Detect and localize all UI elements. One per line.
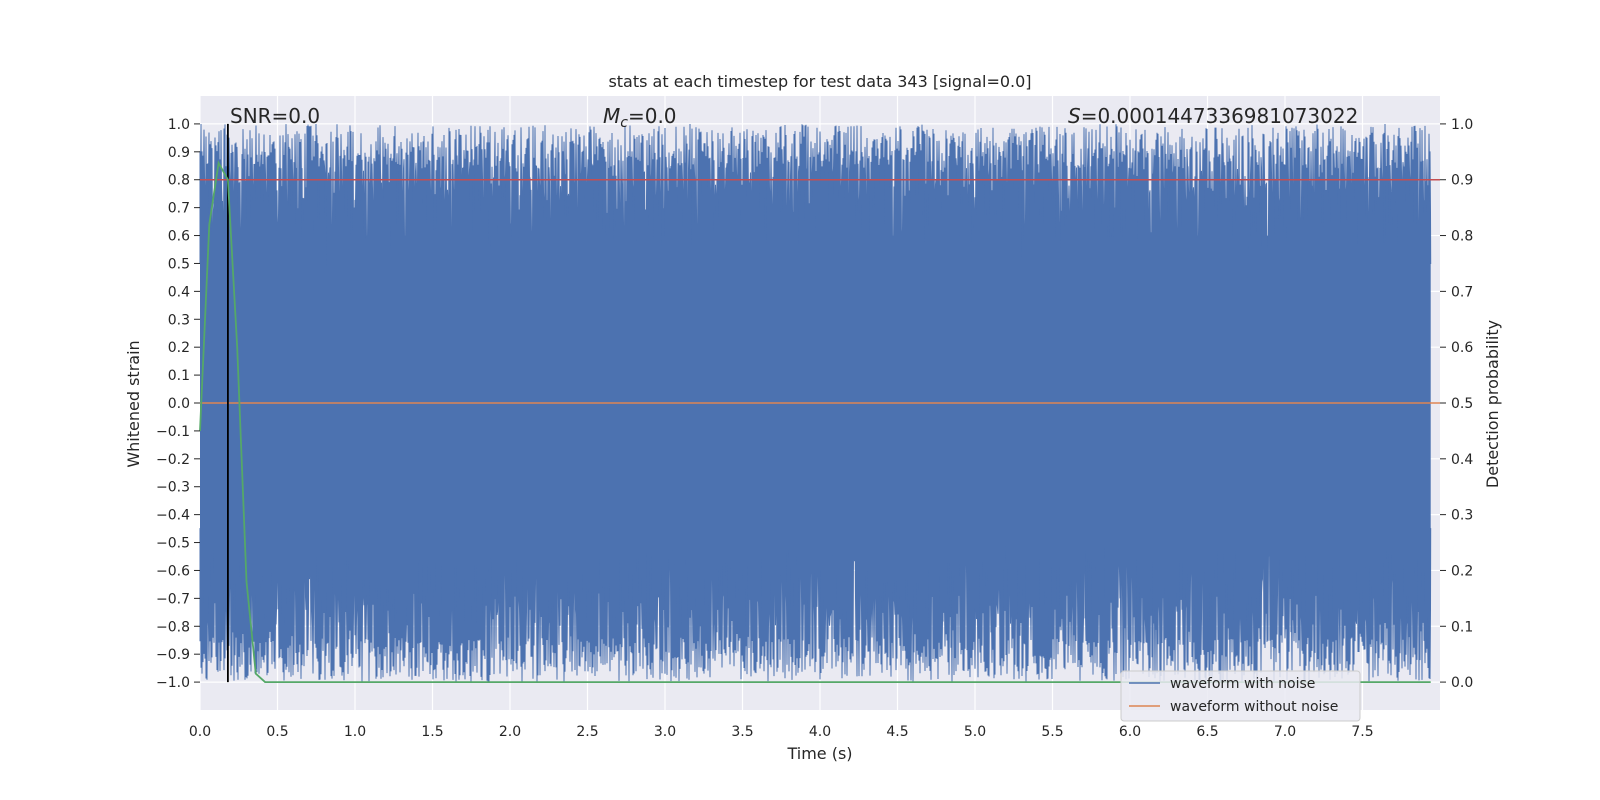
s-symbol: S xyxy=(1068,104,1081,128)
mc-subscript: c xyxy=(620,115,628,131)
x-tick-label: 1.5 xyxy=(421,724,443,740)
y-tick-label: 0.3 xyxy=(168,312,190,328)
x-tick-label: 2.0 xyxy=(499,724,521,740)
x-tick-label: 3.5 xyxy=(731,724,753,740)
x-tick-label: 2.5 xyxy=(576,724,598,740)
y-tick-label: 0.7 xyxy=(168,201,190,217)
y-tick-label: −0.2 xyxy=(156,452,190,468)
y-tick-label: −0.1 xyxy=(156,424,190,440)
y2-axis: 1.0 0.9 0.8 0.7 0.6 0.5 0.4 0.3 0.2 0.1 0.0 xyxy=(1440,117,1473,691)
mc-value: =0.0 xyxy=(628,104,677,128)
overlay xyxy=(199,123,1440,683)
y-tick-label: 0.8 xyxy=(168,173,190,189)
x-axis: 0.0 0.5 1.0 1.5 2.0 2.5 3.0 3.5 4.0 4.5 5.0 5.5 6.0 6… xyxy=(189,724,1374,740)
y-tick-label: 0.9 xyxy=(168,145,190,161)
annotation-mc: Mc=0.0 xyxy=(603,104,677,131)
y-tick-label: 0.2 xyxy=(168,340,190,356)
annotation-s: S=0.0001447336981073022 xyxy=(1068,104,1358,128)
y-tick-label: 0.0 xyxy=(168,396,190,412)
x-tick-label: 1.0 xyxy=(344,724,366,740)
y-tick-label: −0.7 xyxy=(156,591,190,607)
chart-title: stats at each timestep for test data 343… xyxy=(608,72,1031,91)
y-tick-label: −0.6 xyxy=(156,563,190,579)
y-tick-label: 0.1 xyxy=(168,368,190,384)
y2-tick-label: 0.5 xyxy=(1451,396,1473,412)
y2-tick-label: 0.6 xyxy=(1451,340,1473,356)
y-tick-label: 0.4 xyxy=(168,284,190,300)
y2-tick-label: 0.9 xyxy=(1451,173,1473,189)
mc-symbol: M xyxy=(603,104,620,128)
y2-tick-label: 0.4 xyxy=(1451,452,1473,468)
x-tick-label: 5.0 xyxy=(964,724,986,740)
x-tick-label: 6.5 xyxy=(1196,724,1218,740)
x-tick-label: 4.0 xyxy=(809,724,831,740)
legend-label-noise: waveform with noise xyxy=(1170,676,1315,692)
y-tick-label: −0.9 xyxy=(156,647,190,663)
noise-upper-envelope xyxy=(199,123,1432,305)
y-tick-label: −1.0 xyxy=(156,675,190,691)
y-tick-label: −0.8 xyxy=(156,619,190,635)
y2-tick-label: 0.3 xyxy=(1451,508,1473,524)
x-tick-label: 5.5 xyxy=(1041,724,1063,740)
x-tick-label: 4.5 xyxy=(886,724,908,740)
y2-tick-label: 0.0 xyxy=(1451,675,1473,691)
legend: waveform with noise waveform without noi… xyxy=(1120,670,1361,722)
y2-tick-label: 0.8 xyxy=(1451,229,1473,245)
series-detection-probability xyxy=(199,160,1431,683)
annotation-snr: SNR=0.0 xyxy=(230,104,320,128)
x-axis-label: Time (s) xyxy=(786,744,852,763)
y-axis: 1.0 0.9 0.8 0.7 0.6 0.5 0.4 0.3 0.2 0.1 0.0 −0.1 −0.… xyxy=(156,117,200,691)
y2-tick-label: 0.7 xyxy=(1451,284,1473,300)
x-tick-label: 0.0 xyxy=(189,724,211,740)
y-tick-label: 0.6 xyxy=(168,229,190,245)
y-tick-label: −0.3 xyxy=(156,480,190,496)
x-tick-label: 0.5 xyxy=(266,724,288,740)
y-tick-label: −0.5 xyxy=(156,536,190,552)
legend-label-clean: waveform without noise xyxy=(1170,699,1338,715)
y-tick-label: 0.5 xyxy=(168,256,190,272)
y2-tick-label: 1.0 xyxy=(1451,117,1473,133)
y2-axis-label: Detection probability xyxy=(1483,320,1502,488)
y-axis-label: Whitened strain xyxy=(124,340,143,467)
y2-tick-label: 0.2 xyxy=(1451,563,1473,579)
x-tick-label: 7.0 xyxy=(1274,724,1296,740)
legend-box xyxy=(1120,670,1361,722)
noise-band xyxy=(200,235,1431,557)
noise-lower-envelope xyxy=(199,501,1432,683)
s-value: =0.0001447336981073022 xyxy=(1081,104,1359,128)
x-tick-label: 6.0 xyxy=(1119,724,1141,740)
y-tick-label: −0.4 xyxy=(156,508,190,524)
x-tick-label: 7.5 xyxy=(1351,724,1373,740)
y2-tick-label: 0.1 xyxy=(1451,619,1473,635)
y-tick-label: 1.0 xyxy=(168,117,190,133)
x-tick-label: 3.0 xyxy=(654,724,676,740)
series-waveform-with-noise xyxy=(199,123,1432,683)
